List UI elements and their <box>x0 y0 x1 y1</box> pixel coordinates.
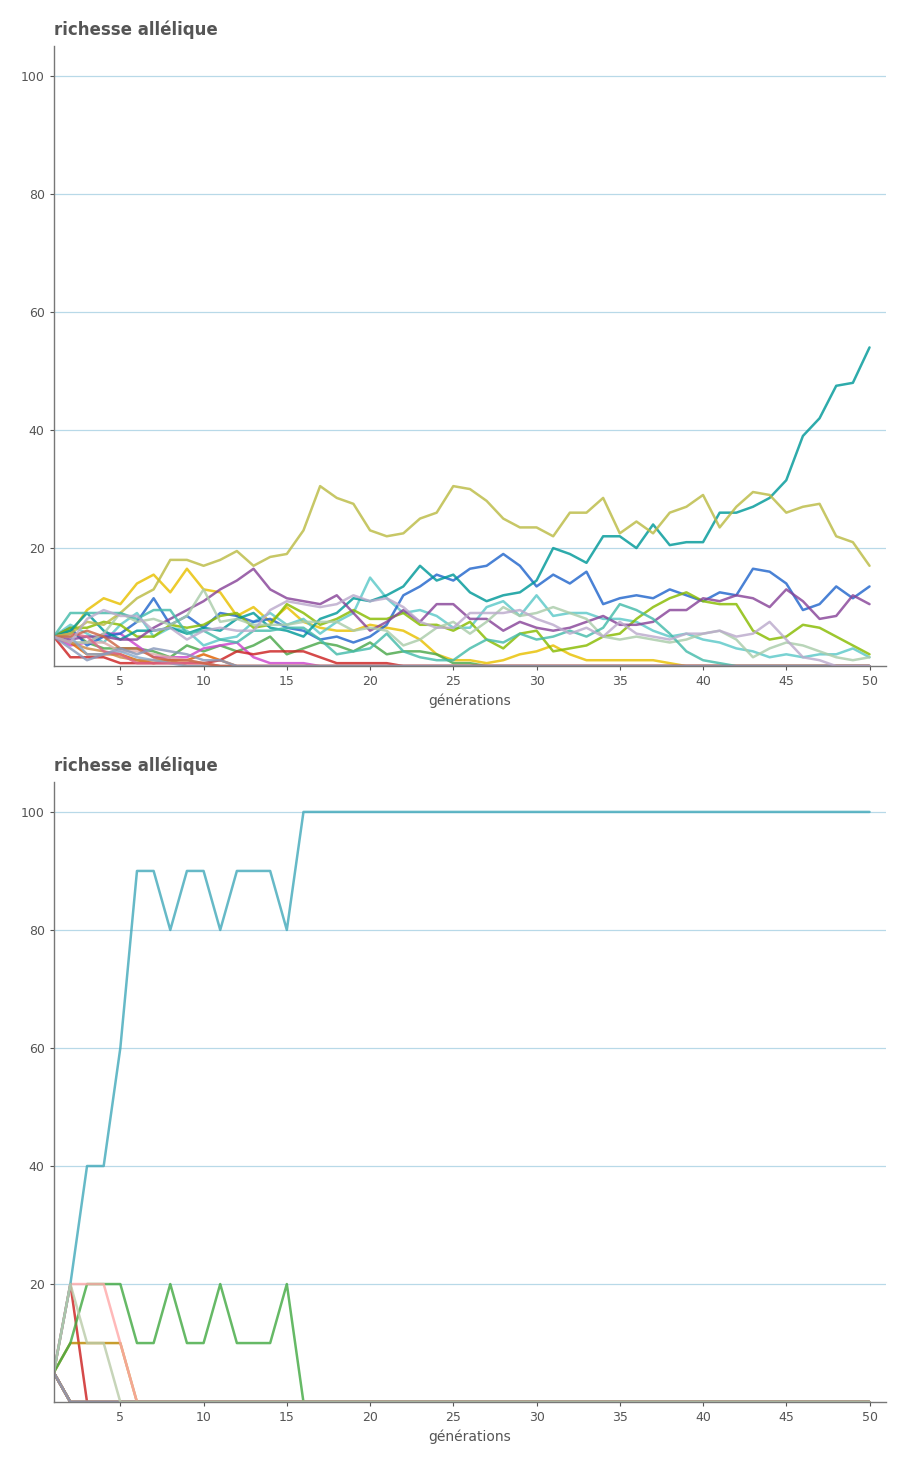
Text: richesse allélique: richesse allélique <box>54 757 218 775</box>
Text: richesse allélique: richesse allélique <box>54 21 218 40</box>
X-axis label: générations: générations <box>429 694 512 708</box>
X-axis label: générations: générations <box>429 1430 512 1444</box>
